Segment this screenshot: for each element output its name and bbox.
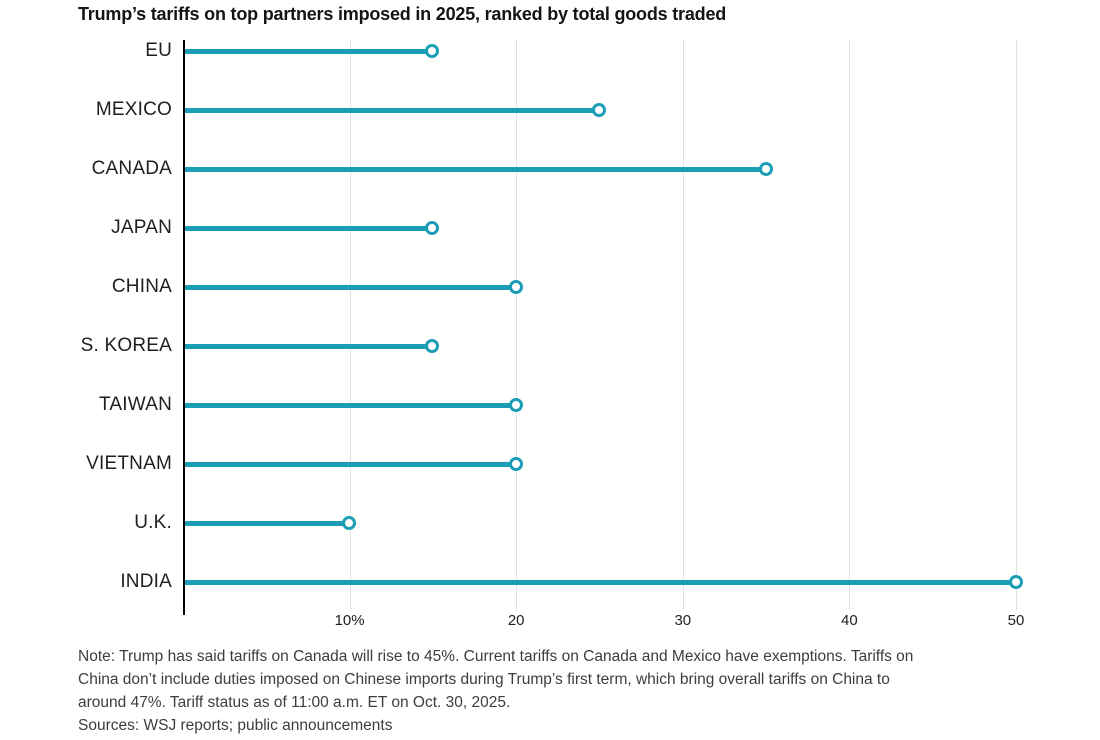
lollipop-dot: [509, 457, 523, 471]
lollipop-stem: [185, 403, 516, 408]
lollipop-stem: [185, 344, 433, 349]
lollipop-stem: [185, 167, 766, 172]
row-label: JAPAN: [111, 217, 172, 238]
note-line: Note: Trump has said tariffs on Canada w…: [78, 648, 914, 665]
x-tick-label: 30: [674, 612, 692, 629]
gridline: [849, 40, 851, 610]
row-label: EU: [145, 40, 172, 61]
row-label: VIETNAM: [86, 453, 172, 474]
lollipop-stem: [185, 49, 433, 54]
row-label: INDIA: [120, 571, 172, 592]
x-tick-label: 40: [841, 612, 858, 629]
lollipop-dot: [425, 339, 439, 353]
lollipop-stem: [185, 462, 516, 467]
gridline: [1016, 40, 1017, 610]
note-line: China don’t include duties imposed on Ch…: [78, 671, 890, 688]
x-tick-label: 20: [507, 612, 525, 629]
x-tick-label: 10%: [334, 612, 365, 629]
chart-footer: Note: Trump has said tariffs on Canada w…: [78, 645, 1038, 737]
lollipop-dot: [425, 221, 439, 235]
plot-area: EU MEXICO CANADA JAPAN CHINA S. KOREA TAIWAN VI…: [0, 40, 1100, 610]
lollipop-dot: [1009, 575, 1023, 589]
chart-title: Trump’s tariffs on top partners imposed …: [78, 4, 727, 24]
gridline: [682, 40, 684, 610]
note-line: around 47%. Tariff status as of 11:00 a.…: [78, 694, 511, 711]
gridline: [349, 40, 351, 610]
lollipop-stem: [185, 108, 600, 113]
row-label: MEXICO: [95, 99, 172, 120]
lollipop-dot: [509, 280, 523, 294]
lollipop-dot: [759, 162, 773, 176]
row-label: TAIWAN: [99, 394, 172, 415]
row-label: S. KOREA: [80, 335, 172, 356]
lollipop-stem: [185, 226, 433, 231]
sources-text: Sources: WSJ reports; public announcemen…: [78, 717, 393, 734]
lollipop-dot: [425, 44, 439, 58]
lollipop-dot: [509, 398, 523, 412]
row-label: CHINA: [111, 276, 172, 297]
lollipop-stem: [185, 285, 516, 290]
lollipop-dot: [342, 516, 356, 530]
row-label: CANADA: [91, 158, 172, 179]
row-label: U.K.: [134, 512, 172, 533]
gridline: [516, 40, 518, 610]
lollipop-dot: [592, 103, 606, 117]
lollipop-stem: [185, 521, 350, 526]
lollipop-stem: [185, 580, 1016, 585]
x-tick-label: 50: [1007, 612, 1025, 629]
y-axis-line: [183, 40, 185, 615]
